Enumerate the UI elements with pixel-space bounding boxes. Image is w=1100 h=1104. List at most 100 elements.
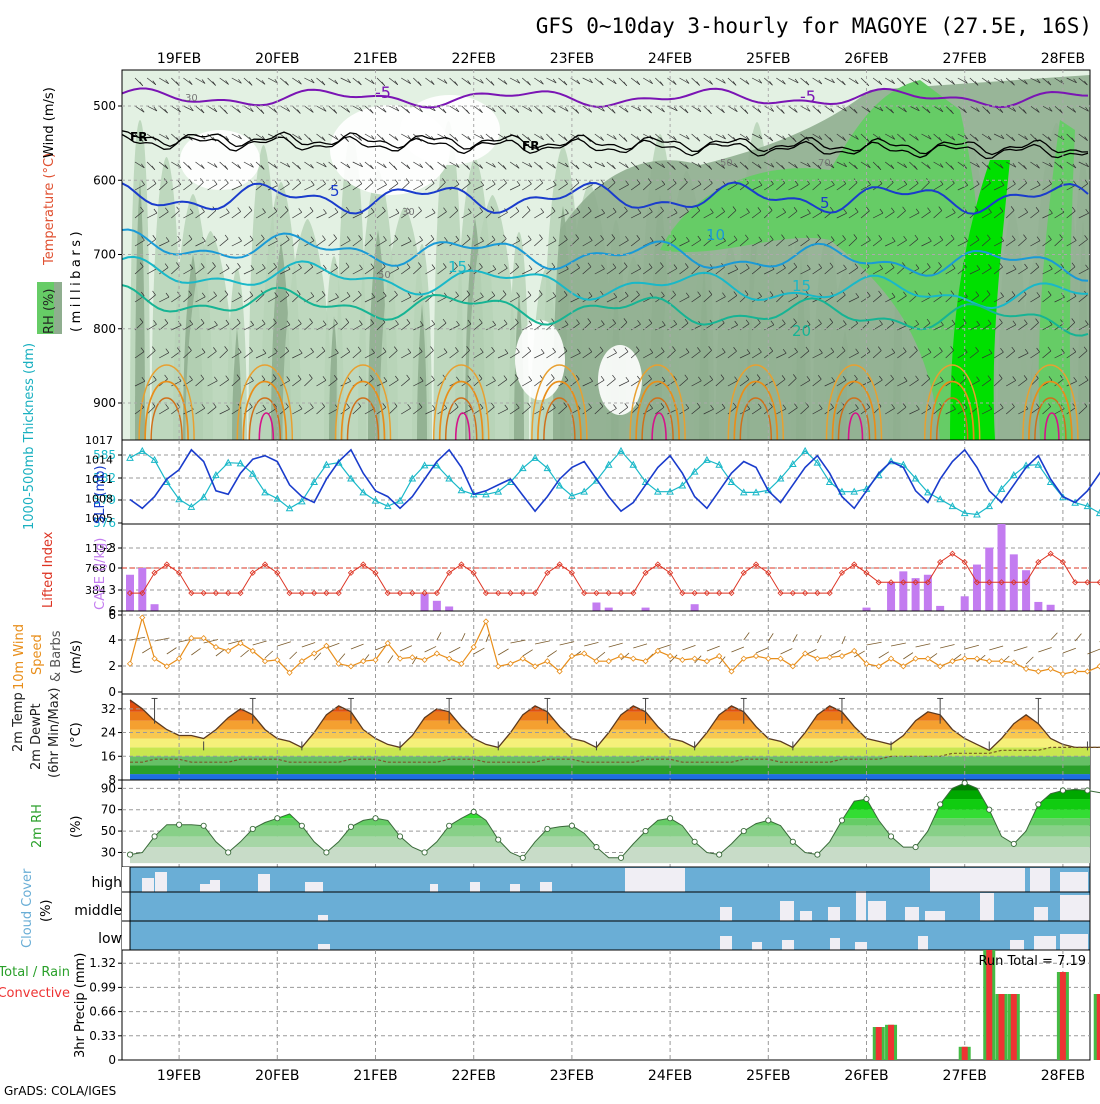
cloud-gap-high — [200, 884, 210, 892]
rh-marker — [177, 822, 182, 827]
cloud-gap-middle — [800, 911, 812, 921]
cape-bar — [961, 596, 969, 611]
upper-air-legend: RH (%) Temperature (°C) Wind (m/s) (mill… — [37, 87, 84, 334]
rh-marker — [987, 807, 992, 812]
precip-panel: 1.320.990.660.330 Run Total = 7.19 Total… — [0, 950, 1100, 1067]
top-date-label: 24FEB — [648, 51, 692, 67]
tick-label: 0 — [108, 561, 116, 575]
footer-credit: GrADS: COLA/IGES — [4, 1084, 116, 1098]
bottom-date-label: 23FEB — [550, 1068, 594, 1084]
cloud-gap-high — [970, 868, 1025, 892]
label-fifteen-right: 15 — [792, 277, 811, 295]
cloud-gap-high — [258, 874, 270, 892]
top-date-label: 28FEB — [1041, 51, 1085, 67]
cloud-panel: high middle low Cloud Cover (%) — [20, 867, 1090, 950]
cloud-gap-middle — [980, 893, 994, 921]
precip-conv-bar — [962, 1047, 968, 1060]
slp-tick-label: 1017 — [85, 434, 113, 447]
rh-streak — [1095, 197, 1100, 440]
thickness-axis-label: 1000-500mb Thickness (dm) — [22, 343, 37, 530]
cape-bar — [887, 583, 895, 611]
wind-barb — [1091, 323, 1100, 330]
top-date-label: 22FEB — [452, 51, 496, 67]
rh-marker — [1085, 788, 1090, 793]
precip-conv-bar — [888, 1025, 894, 1060]
wind-barb — [1091, 238, 1099, 246]
label-fr-left: FR — [130, 130, 147, 144]
tick-label: 3 — [108, 583, 116, 597]
cloud-gap-middle — [1034, 907, 1048, 921]
wind10-label-a: 10m Wind — [12, 624, 27, 690]
bottom-date-label: 25FEB — [746, 1068, 790, 1084]
bottom-date-label: 22FEB — [452, 1068, 496, 1084]
rh-marker — [888, 834, 893, 839]
precip-conv-bar — [999, 994, 1005, 1060]
rh-marker — [594, 845, 599, 850]
wind10-unit: (m/s) — [69, 640, 84, 674]
cloud-gap-high — [155, 872, 167, 892]
label-minus5: -5 — [800, 87, 816, 106]
bottom-date-label: 24FEB — [648, 1068, 692, 1084]
pressure-tick-label: 800 — [93, 322, 116, 336]
tick-label: 32 — [101, 702, 116, 716]
cloud-gap-high — [142, 878, 154, 892]
rh-marker — [299, 823, 304, 828]
top-date-label: 21FEB — [353, 51, 397, 67]
tick-label: 4 — [108, 633, 116, 647]
wind-barb-flag — [1096, 375, 1099, 379]
label-rh-70: 70 — [818, 158, 831, 169]
cape-bar — [899, 571, 907, 611]
cloud-level-middle: middle — [74, 903, 122, 919]
cape-bar — [642, 608, 650, 611]
top-date-label: 25FEB — [746, 51, 790, 67]
precip-conv-bar — [1011, 994, 1017, 1060]
cloud-gap-low — [855, 942, 867, 950]
rh-marker — [839, 818, 844, 823]
cloud-gap-high — [1060, 872, 1088, 892]
wind-barb-flag — [1096, 234, 1099, 238]
label-fifteen-left: 15 — [448, 258, 467, 276]
temp-band — [122, 765, 1090, 774]
rh-marker — [766, 818, 771, 823]
rh-marker — [348, 824, 353, 829]
li-axis-label: Lifted Index — [41, 531, 56, 608]
cape-bar — [421, 594, 429, 611]
rh-marker — [496, 837, 501, 842]
cloud-gap-low — [1010, 940, 1024, 950]
wind-barb — [1091, 183, 1099, 190]
rh-marker — [422, 850, 427, 855]
label-fr-mid: FR — [522, 139, 539, 153]
tick-label: 1.32 — [89, 956, 116, 970]
rh-marker — [938, 802, 943, 807]
wind-legend-label: Wind (m/s) — [42, 87, 57, 158]
rh-marker — [741, 828, 746, 833]
rh-marker — [250, 826, 255, 831]
cape-bar — [1047, 605, 1055, 611]
wind-barb — [1091, 78, 1100, 84]
wind-barb — [1091, 134, 1100, 140]
cloud-level-low: low — [98, 931, 122, 947]
cape-bar — [605, 608, 613, 611]
precip-conv-label: Convective — [0, 986, 70, 1001]
cape-bar — [151, 604, 159, 611]
cape-bar — [998, 524, 1006, 611]
cloud-gap-high — [540, 882, 552, 892]
rh-marker — [790, 839, 795, 844]
rh-marker — [471, 809, 476, 814]
pressure-tick-label: 900 — [93, 396, 116, 410]
cloud-gap-high — [210, 880, 220, 892]
rh-marker — [1060, 788, 1065, 793]
cape-bar — [912, 578, 920, 611]
wind10-label-b: Speed — [30, 634, 45, 675]
cloud-gap-low — [752, 942, 762, 950]
label-five-right: 5 — [820, 194, 830, 212]
tick-label: 30 — [101, 845, 116, 859]
temp-label-a: 2m Temp — [11, 692, 26, 752]
cloud-gap-middle — [868, 901, 886, 921]
cloud-gap-middle — [856, 891, 866, 921]
tick-label: 90 — [101, 781, 116, 795]
wind-barb — [1091, 106, 1099, 113]
